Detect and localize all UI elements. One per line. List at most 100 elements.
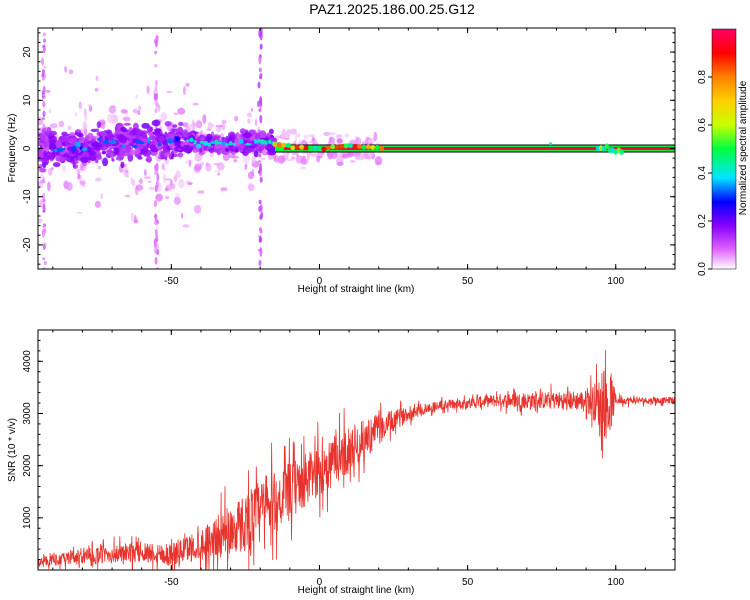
cluster-blob — [55, 151, 60, 156]
ridge-blob — [121, 144, 126, 148]
figure-title: PAZ1.2025.186.00.25.G12 — [309, 1, 475, 17]
ridge-blob — [71, 145, 77, 152]
noise-blob — [365, 136, 370, 142]
noise-blob — [68, 69, 74, 75]
cluster-blob — [158, 135, 165, 143]
cluster-blob — [83, 138, 89, 144]
cluster-blob — [51, 150, 56, 159]
streak-blob — [42, 198, 46, 202]
cluster-blob — [237, 145, 243, 151]
noise-blob — [100, 158, 103, 162]
noise-blob — [374, 156, 383, 166]
cluster-blob — [268, 128, 274, 135]
noise-blob — [147, 180, 152, 183]
band-blob — [312, 145, 318, 151]
streak-blob — [258, 108, 262, 112]
noise-blob — [247, 183, 255, 191]
cluster-blob — [203, 144, 208, 151]
snr-x-ticks: -50 0 50 100 — [52, 330, 676, 588]
band-blob — [334, 144, 340, 150]
noise-blob — [122, 116, 131, 122]
cluster-blob — [178, 121, 184, 127]
noise-blob — [335, 134, 343, 138]
noise-blob — [300, 158, 309, 165]
band-blob — [308, 146, 314, 152]
ridge-blob — [138, 141, 145, 145]
band-blob — [299, 144, 305, 150]
streak-blob — [155, 233, 159, 240]
streak-blob — [156, 102, 159, 109]
band-blob — [598, 145, 603, 152]
noise-blob — [125, 170, 129, 173]
ridge-blob — [110, 140, 117, 145]
streak-blob — [41, 57, 44, 66]
noise-blob — [77, 173, 81, 180]
cluster-blob — [244, 145, 249, 150]
x-tick-label: 100 — [607, 276, 624, 287]
noise-blob — [175, 170, 181, 179]
noise-blob — [373, 131, 378, 142]
noise-blob — [107, 113, 113, 124]
cluster-blob — [95, 159, 99, 164]
cluster-blob — [221, 136, 226, 141]
cluster-blob — [121, 150, 130, 157]
ridge-blob — [259, 139, 266, 145]
noise-blob — [182, 122, 189, 128]
noise-blob — [120, 109, 128, 114]
ridge-blob — [186, 139, 190, 142]
cluster-blob — [69, 137, 77, 144]
cluster-blob — [111, 158, 115, 162]
band-blob — [361, 144, 367, 150]
noise-blob — [308, 134, 315, 138]
cluster-blob — [266, 132, 271, 139]
streak-blob — [42, 225, 46, 229]
snr-plot-area — [38, 349, 675, 570]
streak-blob — [154, 63, 158, 68]
streak-blob — [258, 236, 262, 243]
noise-blob — [43, 65, 47, 69]
noise-blob — [161, 163, 165, 170]
cluster-blob — [39, 134, 47, 141]
cluster-blob — [152, 131, 162, 135]
cluster-blob — [208, 148, 215, 153]
noise-blob — [251, 155, 256, 164]
ridge-blob — [238, 138, 244, 144]
cluster-blob — [65, 155, 74, 163]
cluster-blob — [96, 121, 102, 129]
cluster-blob — [212, 135, 221, 140]
cluster-blob — [142, 149, 152, 157]
streak-blob — [259, 247, 263, 257]
noise-blob — [171, 183, 176, 190]
band-blob — [285, 142, 291, 148]
cluster-blob — [59, 135, 68, 142]
streak-blob — [258, 227, 262, 232]
band-blob — [277, 142, 282, 148]
noise-blob — [277, 155, 286, 164]
colorbar-ticks: 0.0 0.2 0.4 0.6 0.8 — [697, 70, 712, 276]
ridge-blob — [225, 143, 229, 146]
spectrogram-y-axis-label: Frequency (Hz) — [7, 114, 18, 183]
cluster-blob — [119, 135, 128, 144]
streak-blob — [154, 39, 158, 48]
cluster-blob — [135, 128, 142, 136]
noise-blob — [94, 87, 99, 92]
noise-blob — [221, 119, 227, 124]
noise-blob — [195, 120, 203, 129]
noise-blob — [188, 159, 192, 168]
noise-blob — [132, 108, 138, 114]
noise-blob — [358, 154, 364, 161]
noise-blob — [344, 133, 350, 138]
noise-blob — [327, 140, 336, 145]
noise-blob — [38, 218, 43, 223]
snr-x-axis-label: Height of straight line (km) — [298, 585, 415, 596]
noise-blob — [94, 200, 101, 208]
streak-blob — [259, 214, 263, 220]
cluster-blob — [102, 157, 109, 167]
streak-blob — [42, 32, 46, 37]
noise-blob — [182, 224, 190, 228]
cluster-blob — [183, 144, 187, 153]
band-blob — [619, 149, 624, 156]
streak-blob — [43, 261, 47, 265]
noise-blob — [254, 119, 258, 127]
